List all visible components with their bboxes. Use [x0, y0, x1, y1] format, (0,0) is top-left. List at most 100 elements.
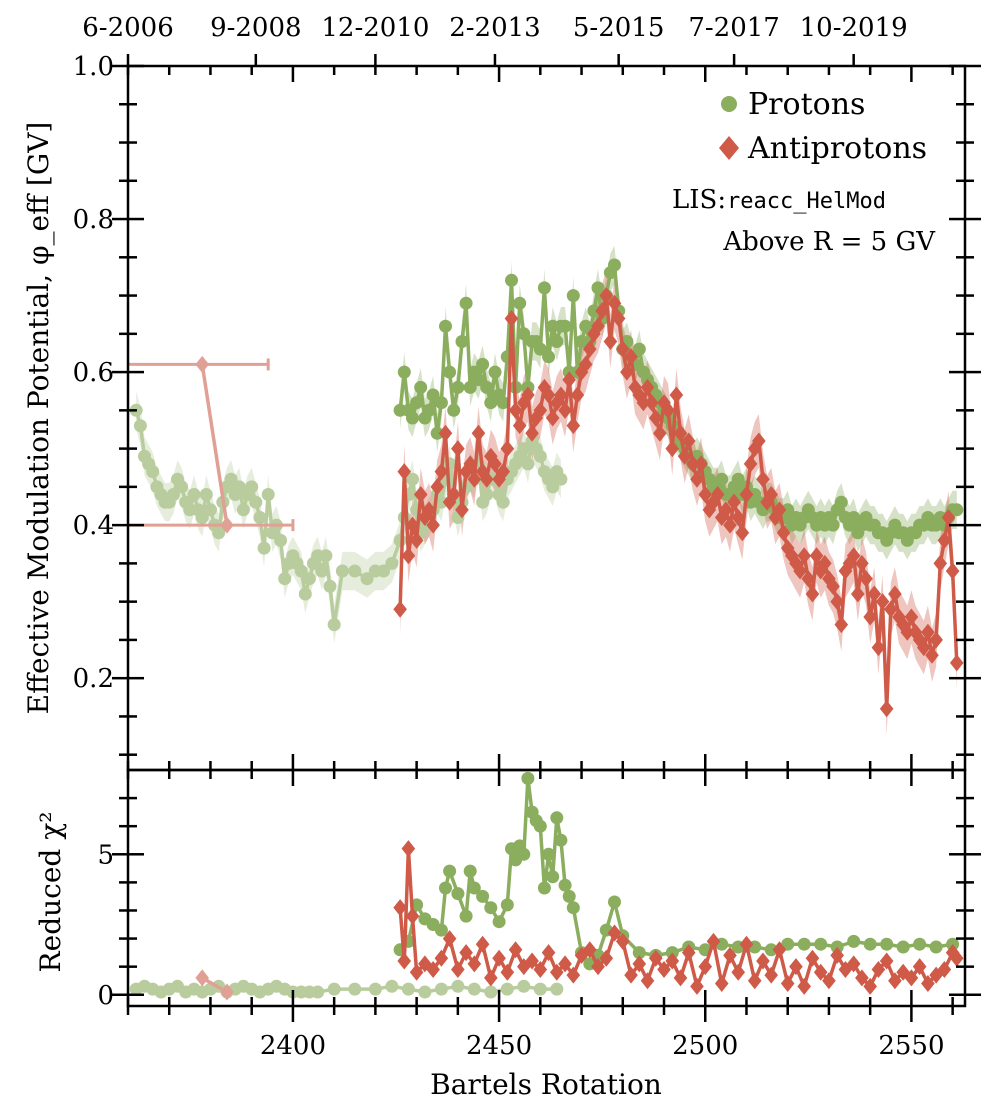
top-antiproton-point	[653, 424, 667, 442]
bottom-antiproton-point	[896, 963, 910, 981]
top-antiproton-point	[566, 417, 581, 435]
bottom-proton-point	[467, 881, 481, 895]
bottom-antiproton-point	[475, 935, 490, 953]
annotation-lis-prefix: LIS:	[672, 185, 726, 215]
bottom-proton-point	[517, 847, 531, 861]
bottom-antiproton-point	[921, 975, 935, 993]
top-proton-point	[360, 572, 374, 586]
top-proton-point	[166, 488, 180, 501]
top-antiproton-point	[925, 646, 939, 664]
bottom-antiproton-point	[912, 958, 927, 976]
bottom-antiproton-point	[698, 958, 713, 976]
axis-ticks	[112, 54, 981, 1022]
top-proton-point	[204, 503, 217, 517]
bottom-panel-frame	[126, 768, 967, 1008]
bottom-proton-point	[913, 937, 927, 951]
top-antiproton-point	[809, 547, 824, 565]
top-proton-point	[261, 488, 275, 501]
bottom-antiproton-point	[451, 960, 465, 978]
bottom-proton-point	[546, 870, 560, 884]
top-antiproton-point	[818, 554, 832, 572]
bottom-series-layer	[129, 771, 964, 1001]
bottom-antiproton-point	[731, 963, 746, 981]
top-antiproton-point	[640, 378, 655, 396]
bottom-antiproton-point	[434, 949, 449, 967]
top-proton-point	[608, 258, 621, 272]
top-proton-point	[323, 579, 337, 593]
top-antiproton-point	[451, 440, 465, 458]
top-date-label: 2-2013	[449, 13, 541, 43]
bottom-antiproton-point	[937, 960, 952, 978]
top-antiproton-point	[797, 547, 811, 565]
bottom-proton-point	[517, 979, 531, 993]
top-antiproton-point	[500, 440, 515, 458]
bottom-antiproton-point	[747, 972, 762, 990]
top-antiproton-point	[764, 486, 779, 504]
bottom-antiproton-point	[558, 955, 572, 973]
bottom-proton-point	[863, 937, 877, 951]
bottom-proton-point	[562, 889, 576, 903]
top-antiproton-point	[904, 608, 919, 626]
bottom-proton-point	[533, 982, 547, 996]
top-antiproton-point	[611, 310, 626, 328]
top-antiproton-point	[933, 554, 948, 572]
top-proton-point	[451, 380, 465, 394]
top-proton-point	[319, 549, 333, 563]
bottom-y-tick-label: 0	[97, 981, 114, 1011]
top-antiproton-point	[921, 623, 935, 641]
top-antiproton-point	[776, 524, 791, 542]
top-antiproton-point	[888, 585, 902, 603]
top-antiproton-point	[739, 486, 754, 504]
top-antiproton-point	[719, 501, 733, 519]
top-antiproton-point	[875, 593, 890, 611]
top-antiproton-point	[690, 470, 704, 488]
top-proton-point	[484, 396, 498, 410]
top-antiproton-point	[545, 409, 560, 427]
bottom-antiproton-point	[657, 960, 671, 978]
top-antiproton-point	[665, 440, 680, 458]
top-proton-point	[385, 556, 399, 570]
top-proton-point	[434, 495, 448, 509]
top-proton-point	[517, 327, 531, 341]
top-antiproton-point	[582, 340, 597, 358]
bottom-antiproton-point	[426, 960, 440, 978]
bottom-proton-point	[484, 901, 498, 915]
top-antiproton-point	[648, 409, 663, 427]
top-proton-point	[195, 511, 209, 524]
bottom-proton-point	[550, 982, 564, 996]
top-proton-point	[257, 541, 271, 555]
top-antiproton-point	[805, 585, 820, 603]
top-proton-point	[426, 388, 440, 402]
top-antiproton-point	[900, 623, 915, 641]
top-antiproton-point	[896, 616, 910, 634]
top-antiproton-point	[459, 463, 473, 481]
top-antiproton-point	[496, 463, 511, 481]
bottom-antiproton-point	[525, 952, 539, 970]
top-proton-point	[496, 495, 510, 509]
top-antiproton-point	[929, 631, 943, 649]
top-proton-point	[591, 281, 605, 295]
bottom-antiproton-point	[591, 958, 605, 976]
top-antiproton-point	[743, 455, 758, 473]
bottom-proton-point	[385, 979, 399, 993]
bottom-antiproton-point	[195, 969, 210, 987]
bottom-antiproton-point	[714, 975, 729, 993]
bottom-proton-point	[476, 889, 490, 903]
top-proton-point	[558, 319, 572, 333]
top-proton-point	[781, 503, 795, 517]
top-proton-point	[406, 472, 419, 486]
top-date-label: 10-2019	[800, 13, 908, 43]
top-proton-point	[587, 304, 601, 318]
bottom-antiproton-point	[607, 924, 622, 942]
top-proton-point	[533, 342, 547, 356]
bottom-proton-point	[665, 946, 679, 960]
top-antiproton-point	[859, 570, 873, 588]
top-antiproton-point	[698, 486, 713, 504]
annotation-rigidity: Above R = 5 GV	[722, 227, 936, 257]
top-proton-point	[278, 572, 292, 586]
top-proton-point	[302, 572, 316, 586]
top-antiproton-point	[855, 554, 869, 572]
top-antiproton-point	[504, 310, 519, 328]
top-antiproton-point	[752, 432, 766, 450]
top-antiproton-point	[677, 447, 692, 465]
